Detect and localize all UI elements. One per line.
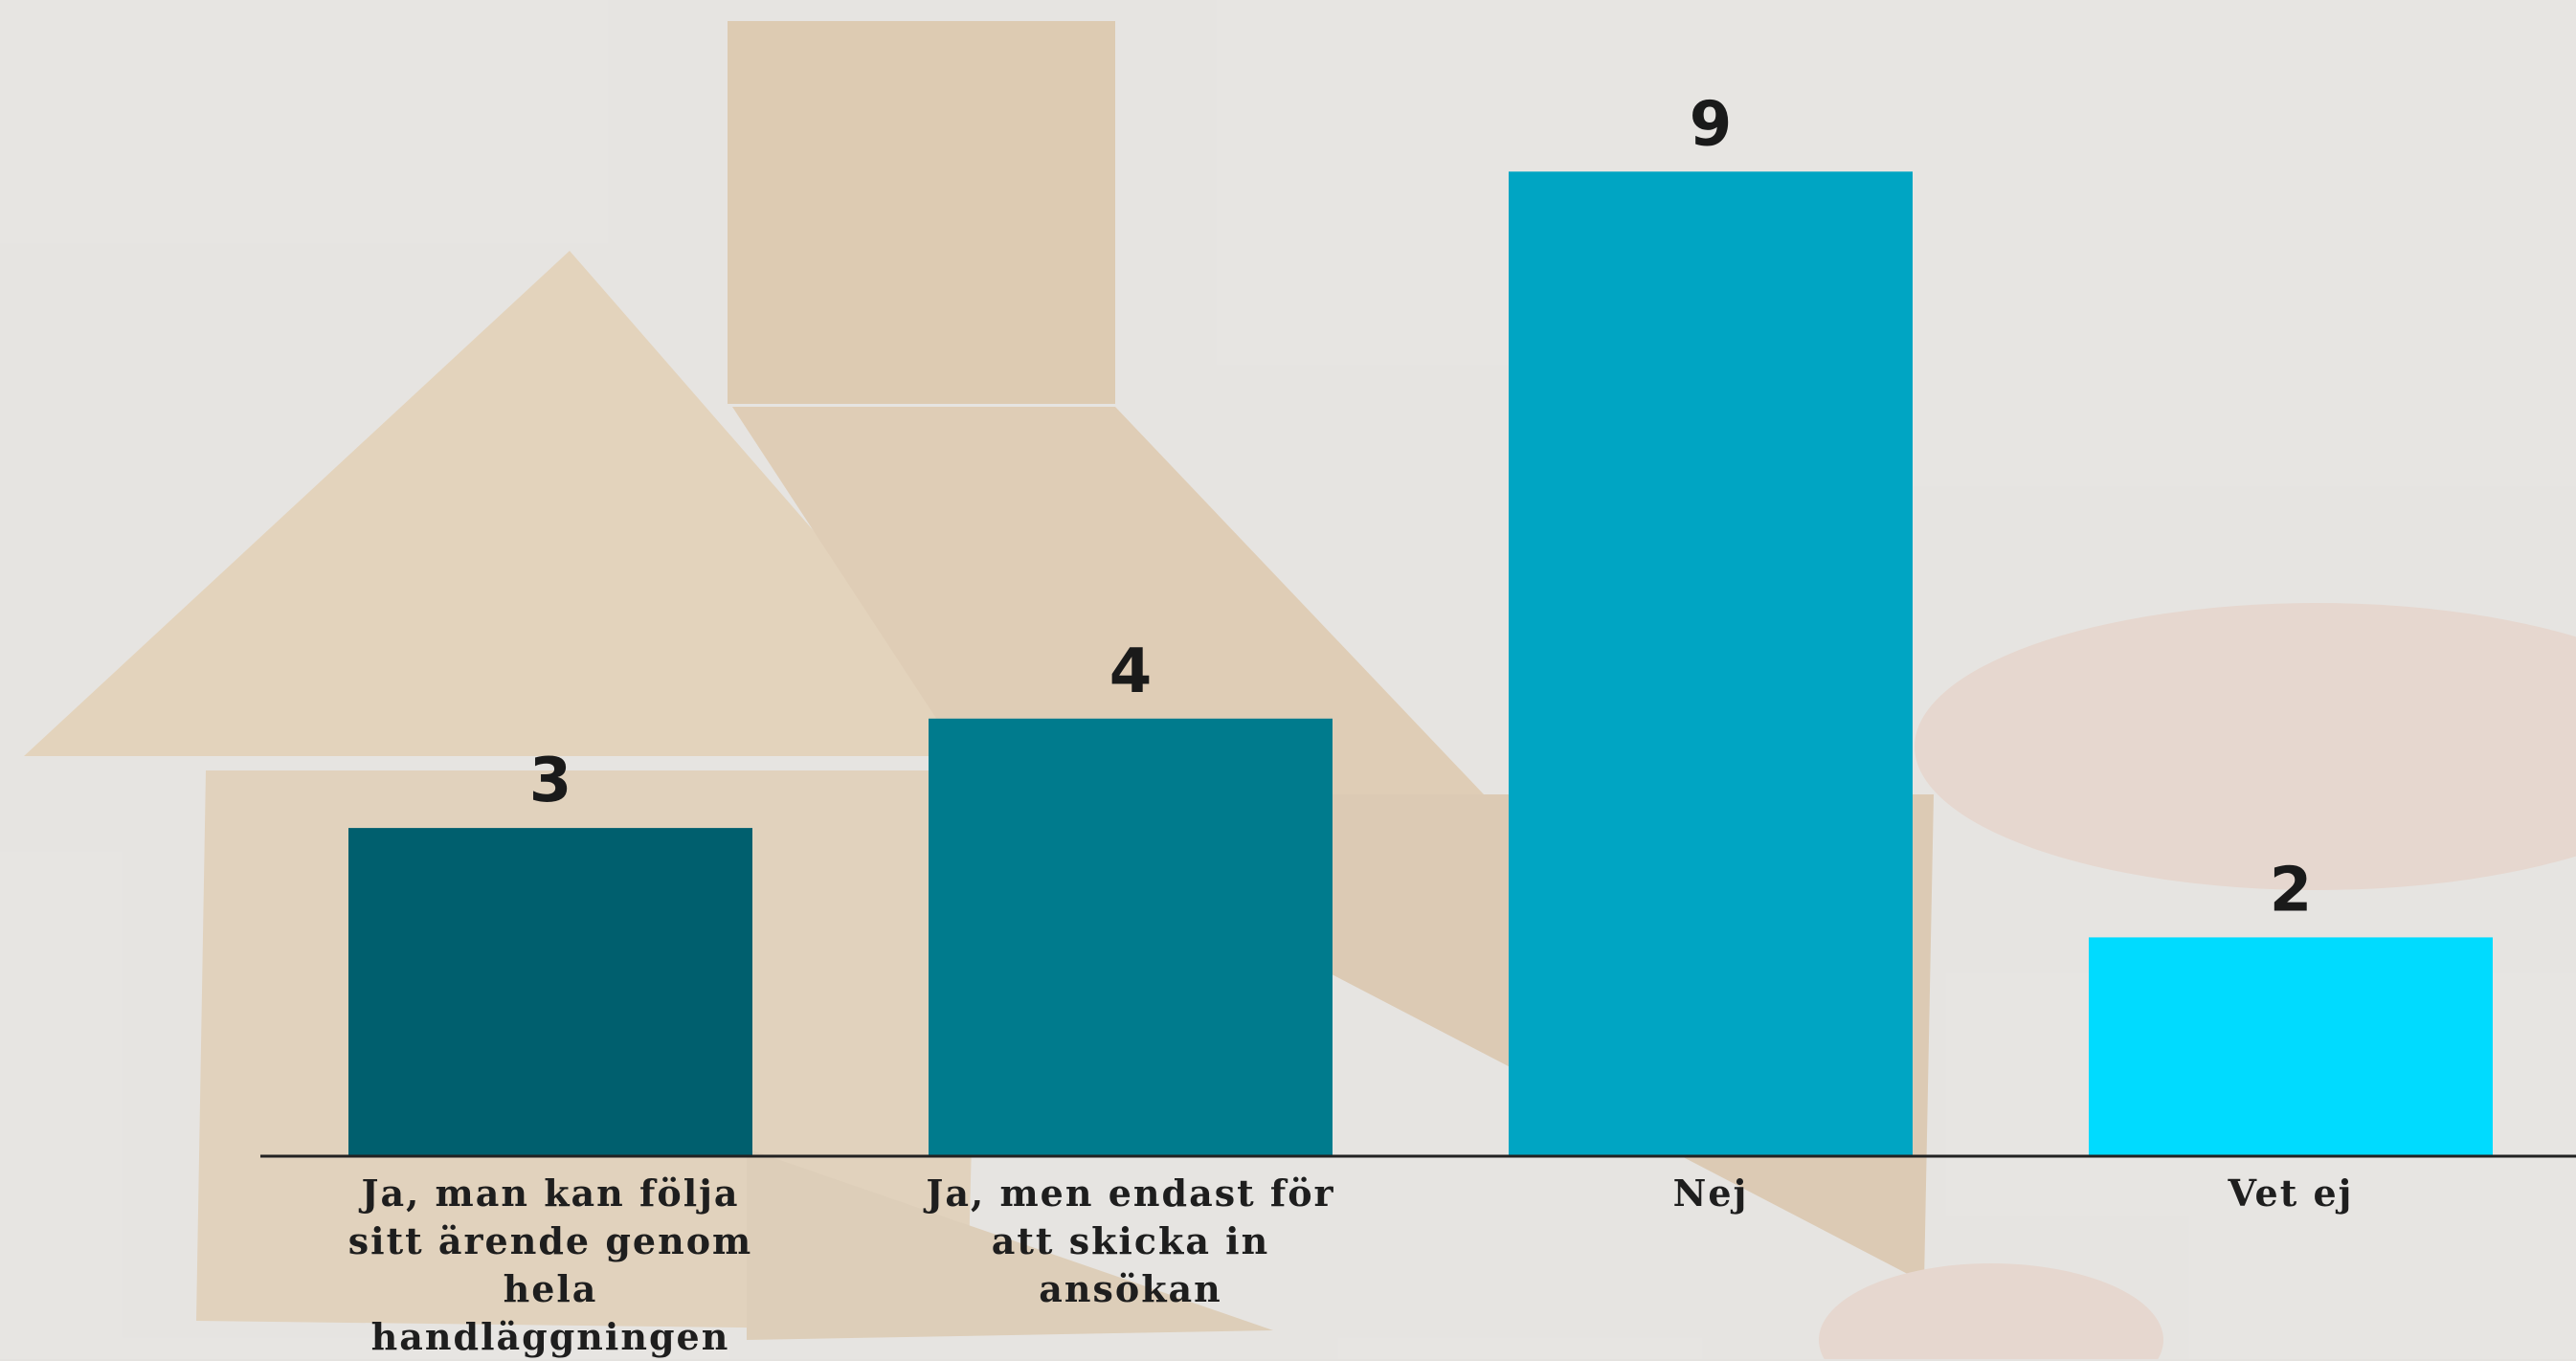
category-label: Vet ej	[2228, 1171, 2354, 1215]
category-label: Nej	[1672, 1171, 1749, 1215]
bar	[1509, 171, 1913, 1156]
category-label: Ja, man kan följa sitt ärende genom hela…	[347, 1171, 753, 1358]
value-label: 4	[1109, 636, 1153, 707]
bar	[929, 718, 1333, 1156]
bar	[2089, 937, 2493, 1156]
value-label: 3	[529, 746, 572, 816]
value-label: 2	[2270, 855, 2313, 926]
value-label: 9	[1690, 89, 1733, 160]
bar	[348, 828, 752, 1156]
category-label: Ja, men endast för att skicka in ansökan	[926, 1171, 1335, 1310]
